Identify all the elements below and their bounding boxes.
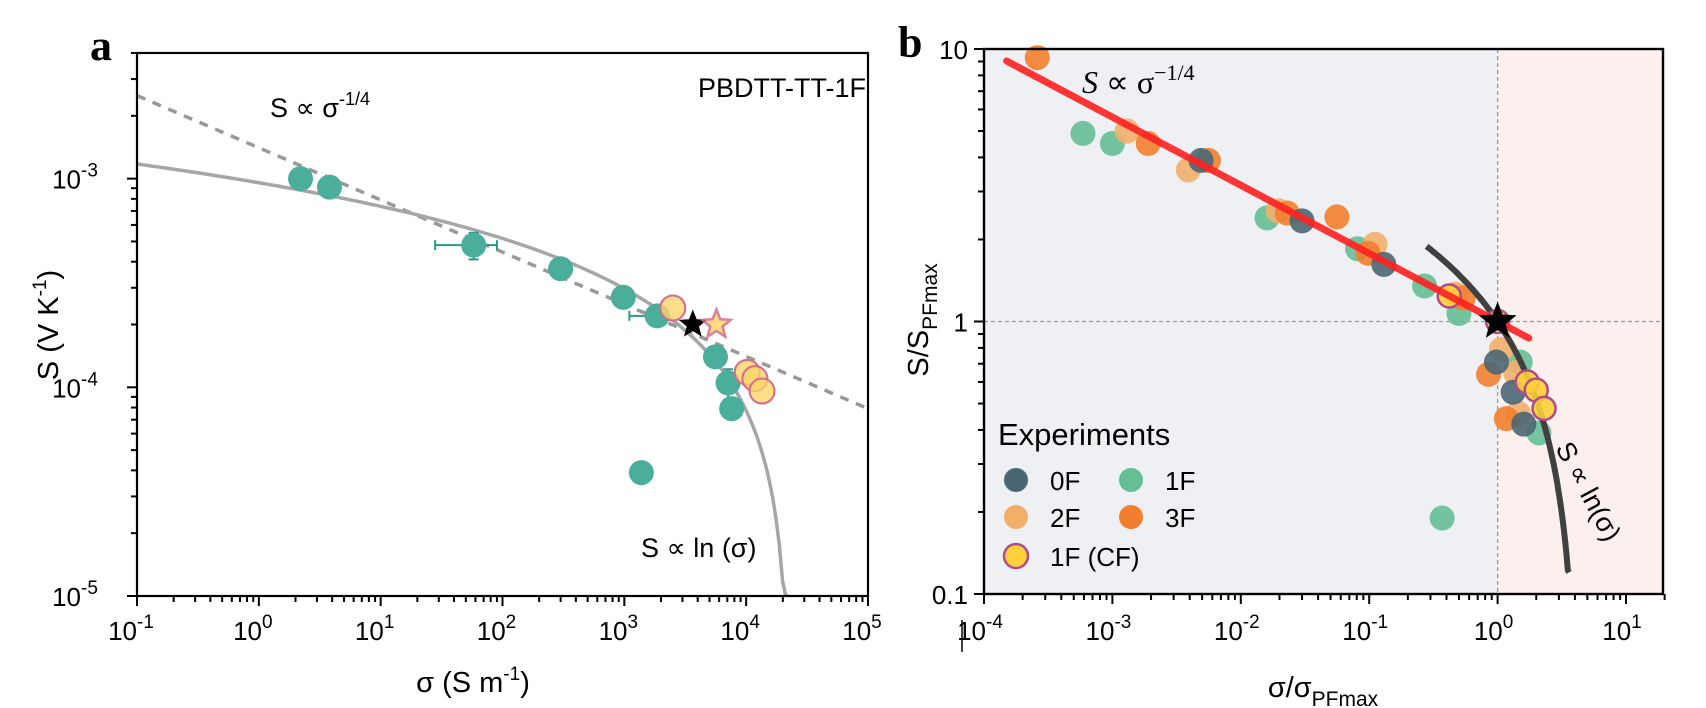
legend-item: 1F <box>1119 466 1195 496</box>
x-tick-label: 10-3 <box>1085 612 1131 646</box>
y-tick-label: 10-4 <box>52 369 98 403</box>
y-tick-label: 10-5 <box>52 578 98 612</box>
x-tick-label: 104 <box>720 612 760 646</box>
legend-marker <box>1119 468 1143 492</box>
legend-item: 0F <box>1004 466 1080 496</box>
panel-a: a S ∝ σ-1/4S ∝ ln (σ) 10-1 100 101 102 103 10… <box>30 21 882 699</box>
panel-b: b S ∝ σ−1/4S ∝ ln(σ) 10-4 10-3 10-2 10-1 100… <box>898 18 1666 708</box>
panel-a-x-axis-title: σ (S m-1) <box>416 664 530 699</box>
data-point-0f <box>1511 411 1537 437</box>
ln-fit-curve <box>137 162 790 596</box>
panel-b-axes: 10-4 10-3 10-2 10-1 100 101 0.1 1 10 <box>932 35 1666 652</box>
y-tick-label: 1 <box>954 308 968 338</box>
data-point-1fcf <box>748 377 776 405</box>
data-point-1f <box>1070 120 1096 146</box>
panel-a-y-axis-title: S (V K-1) <box>30 270 65 380</box>
x-tick-label: 101 <box>355 612 395 646</box>
x-tick-label: 101 <box>1602 612 1642 646</box>
x-tick-label: 10-4 <box>957 612 1003 646</box>
legend-label: 0F <box>1050 466 1080 496</box>
data-point-1f <box>316 174 342 200</box>
y-tick-label: 10 <box>939 35 968 65</box>
panel-b-x-axis-title: σ/σPFmax <box>1268 672 1379 708</box>
legend-marker <box>1002 542 1030 570</box>
panel-a-plot-area: S ∝ σ-1/4 S ∝ ln (σ) <box>137 89 868 596</box>
data-point-3f <box>1024 45 1050 71</box>
panel-a-frame <box>135 51 870 598</box>
legend: Experiments 0F 1F 2F 3F 1F (CF) <box>998 417 1195 572</box>
x-tick-label: 10-2 <box>1214 612 1260 646</box>
data-point-1f <box>610 284 636 310</box>
x-tick-label: 100 <box>1474 612 1514 646</box>
data-point-1f <box>719 396 745 422</box>
data-point-0f <box>1483 349 1509 375</box>
data-point-1f <box>548 256 574 282</box>
data-point-1fcf <box>659 294 687 322</box>
power-law-annotation: S ∝ σ-1/4 <box>270 89 370 123</box>
x-tick-label: 102 <box>477 612 517 646</box>
y-tick-label: 10-3 <box>52 161 98 195</box>
star-marker <box>698 306 734 340</box>
legend-label: 1F <box>1165 466 1195 496</box>
pf-max-star <box>1478 301 1517 338</box>
data-point-1f-cf <box>1531 395 1557 422</box>
legend-item: 1F (CF) <box>1002 542 1140 572</box>
legend-label: 2F <box>1050 503 1080 533</box>
x-tick-label: 100 <box>233 612 272 646</box>
y-tick-label: 0.1 <box>932 580 968 610</box>
data-point-3f <box>1324 204 1350 230</box>
panel-a-axes: 10-1 100 101 102 103 104 105 10-5 10-4 10-3 <box>52 51 882 646</box>
panel-b-plot-area: S ∝ σ−1/4S ∝ ln(σ) <box>984 45 1663 594</box>
power-law-fit-line <box>137 93 868 411</box>
x-tick-label: 105 <box>842 612 882 646</box>
legend-label: 1F (CF) <box>1050 542 1140 572</box>
data-point-1f <box>715 370 741 396</box>
legend-item: 2F <box>1004 503 1080 533</box>
material-label: PBDTT-TT-1F <box>698 73 866 103</box>
x-tick-label: 10-1 <box>108 612 154 646</box>
data-point-1f <box>702 344 728 370</box>
panel-b-y-axis-title: S/SPFmax <box>903 263 942 377</box>
x-tick-label: 103 <box>599 612 639 646</box>
panel-b-label: b <box>898 18 922 67</box>
legend-label: 3F <box>1165 503 1195 533</box>
star-marker <box>678 309 708 337</box>
data-point-1f <box>628 460 654 486</box>
data-point-1f <box>461 232 487 258</box>
x-tick-label: 10-1 <box>1342 612 1388 646</box>
legend-title: Experiments <box>998 417 1170 452</box>
panel-a-label: a <box>90 21 112 70</box>
legend-item: 3F <box>1119 503 1195 533</box>
data-point-1f <box>1429 505 1455 531</box>
data-point-1f <box>288 166 314 192</box>
power-law-fit-line <box>1003 57 1533 342</box>
legend-marker <box>1004 505 1028 529</box>
ln-law-annotation: S ∝ ln (σ) <box>641 533 756 563</box>
legend-marker <box>1004 468 1028 492</box>
power-law-annotation: S ∝ σ−1/4 <box>1082 60 1195 100</box>
legend-marker <box>1119 505 1143 529</box>
